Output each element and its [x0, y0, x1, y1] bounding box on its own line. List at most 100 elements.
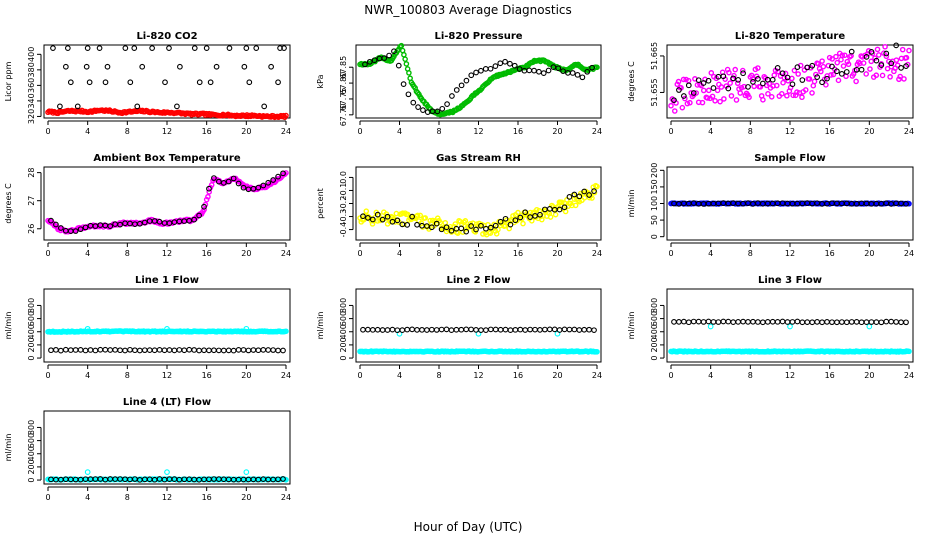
data-point	[487, 230, 494, 236]
y-tick-label: 67.80	[339, 72, 348, 95]
data-point	[365, 214, 371, 221]
x-tick-label: 8	[125, 127, 130, 136]
x-tick-label: 12	[473, 249, 483, 258]
data-point	[828, 72, 834, 78]
x-tick-label: 16	[825, 127, 835, 136]
data-point	[265, 347, 272, 353]
data-point	[240, 184, 247, 191]
data-point	[48, 217, 54, 224]
data-point	[883, 53, 890, 60]
data-point	[717, 98, 723, 105]
data-point	[863, 71, 869, 77]
series-average	[671, 200, 909, 207]
data-point	[462, 218, 469, 224]
data-point	[203, 45, 210, 51]
data-point	[389, 326, 396, 333]
data-point	[720, 318, 727, 325]
data-point	[230, 347, 237, 354]
data-point	[540, 70, 547, 77]
data-point	[405, 91, 412, 98]
data-point	[270, 347, 277, 353]
data-point	[791, 67, 798, 74]
panel-title: Line 2 Flow	[447, 275, 511, 286]
x-tick-label: 4	[708, 127, 713, 136]
data-point	[255, 347, 262, 354]
x-tick-label: 24	[592, 371, 602, 380]
x-tick-label: 24	[592, 249, 602, 258]
data-point	[487, 224, 494, 231]
data-point	[848, 319, 855, 325]
y-tick-label: 600	[27, 433, 36, 448]
data-point	[839, 52, 846, 59]
data-point	[542, 326, 548, 333]
data-point	[487, 65, 494, 72]
data-point	[522, 209, 529, 216]
data-point	[893, 57, 900, 63]
series-raw	[45, 107, 289, 121]
data-point	[804, 319, 811, 325]
x-tick-label: 12	[785, 249, 795, 258]
data-point	[684, 100, 691, 107]
x-tick-label: 20	[552, 371, 562, 380]
data-point	[112, 346, 119, 353]
data-point	[693, 90, 699, 96]
data-point	[680, 93, 687, 99]
data-point	[695, 318, 702, 325]
data-point	[151, 347, 158, 354]
data-point	[381, 55, 388, 61]
data-point	[718, 84, 725, 90]
y-tick-label: 320	[27, 109, 36, 124]
y-tick-label: 400	[27, 47, 36, 62]
x-tick-label: 24	[592, 127, 602, 136]
data-point	[898, 319, 904, 326]
data-point	[818, 68, 824, 75]
data-point	[730, 75, 737, 82]
data-point	[714, 87, 721, 94]
data-point	[843, 73, 849, 80]
data-point	[463, 77, 470, 84]
data-point	[815, 60, 822, 67]
data-point	[896, 76, 902, 83]
data-point	[401, 51, 407, 58]
y-tick-label: 800	[27, 420, 36, 435]
data-point	[280, 476, 286, 482]
series-raw	[357, 330, 600, 355]
data-point	[141, 347, 148, 354]
data-point	[809, 90, 815, 96]
data-point	[794, 89, 800, 95]
y-tick-label: -0.4	[339, 222, 348, 238]
data-point	[487, 326, 494, 333]
data-point	[181, 347, 188, 354]
data-point	[246, 79, 253, 86]
data-point	[829, 63, 835, 70]
data-point	[433, 220, 440, 227]
x-tick-label: 12	[162, 371, 172, 380]
data-point	[794, 64, 801, 71]
data-point	[708, 70, 715, 76]
x-tick-label: 24	[904, 371, 914, 380]
data-point	[386, 52, 392, 59]
data-point	[235, 347, 242, 353]
data-point	[260, 182, 267, 189]
outlier-point	[243, 325, 250, 332]
y-tick-label: 600	[650, 311, 659, 326]
data-point	[220, 347, 227, 354]
data-point	[483, 327, 489, 333]
data-point	[840, 63, 847, 69]
data-point	[545, 67, 552, 74]
data-point	[166, 347, 173, 353]
data-point	[374, 326, 381, 333]
data-point	[497, 218, 504, 225]
series-average	[360, 326, 597, 334]
outlier-point	[707, 323, 714, 330]
x-tick-label: 20	[241, 493, 251, 502]
data-point	[211, 175, 217, 181]
outlier-point	[164, 469, 170, 476]
x-tick-label: 20	[241, 371, 251, 380]
data-point	[141, 219, 148, 226]
data-point	[404, 326, 411, 333]
data-point	[799, 77, 806, 83]
data-point	[589, 195, 595, 201]
outlier-point	[84, 325, 91, 332]
